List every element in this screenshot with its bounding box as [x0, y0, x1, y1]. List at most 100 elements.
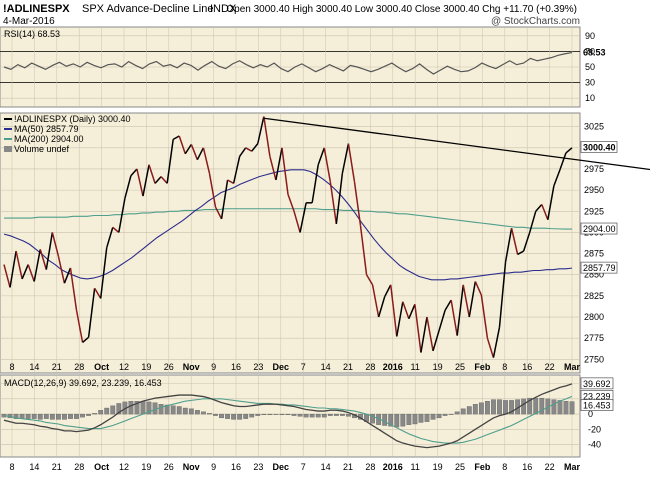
macd-histogram-bar — [146, 401, 152, 415]
macd-histogram-bar — [436, 413, 442, 419]
x-tick-label-bottom: 22 — [545, 462, 555, 472]
price-segment — [178, 135, 186, 154]
macd-histogram-bar — [406, 413, 412, 425]
x-tick-label: 28 — [365, 362, 375, 372]
macd-histogram-bar — [194, 410, 200, 415]
x-tick-label-bottom: 25 — [455, 462, 465, 472]
ma50-line — [3, 169, 573, 281]
price-segment — [365, 274, 374, 286]
macd-histogram-bar — [539, 397, 545, 415]
macd-histogram-bar — [164, 404, 170, 415]
macd-histogram-bar — [527, 397, 533, 415]
price-segment — [269, 156, 277, 181]
macd-histogram-bar — [98, 410, 104, 415]
x-tick-label: 8 — [9, 362, 14, 372]
macd-histogram-bar — [491, 399, 496, 415]
price-segment — [245, 147, 253, 152]
legend-ma50: MA(50) 2857.79 — [14, 124, 79, 134]
macd-histogram-bar — [460, 408, 466, 415]
price-segment — [69, 267, 78, 311]
macd-histogram-bar — [472, 404, 478, 415]
price-segment — [142, 164, 150, 197]
price-segment — [565, 147, 573, 154]
x-tick-label-bottom: 14 — [29, 462, 39, 472]
macd-histogram-bar — [412, 413, 418, 425]
macd-histogram-bar — [454, 411, 460, 415]
rsi-line — [3, 51, 573, 75]
price-segment — [263, 116, 271, 157]
price-segment — [384, 284, 392, 298]
macd-histogram-bar — [128, 400, 134, 415]
macd-histogram-bar — [207, 413, 212, 415]
price-segment — [317, 147, 325, 166]
price-segment — [559, 152, 567, 171]
rsi-tick-label: 30 — [585, 78, 595, 88]
macd-histogram-bar — [170, 405, 176, 415]
macd-histogram-bar — [503, 400, 508, 415]
macd-histogram-bar — [400, 413, 406, 427]
price-tick-label: 2775 — [584, 333, 604, 343]
symbol-name: SPX Advance-Decline Line — [82, 3, 213, 15]
price-tick-label: 2850 — [584, 270, 604, 280]
macd-line — [3, 383, 573, 449]
price-segment — [293, 211, 301, 233]
x-tick-label-bottom: 19 — [433, 462, 443, 472]
price-segment — [408, 304, 416, 319]
price-segment — [528, 211, 537, 233]
x-tick-label: 21 — [343, 362, 353, 372]
price-segment — [353, 181, 362, 226]
x-tick-label-bottom: 8 — [9, 462, 14, 472]
macd-histogram-bar — [297, 413, 303, 417]
price-segment — [287, 194, 295, 212]
x-tick-label: Oct — [94, 362, 109, 372]
price-segment — [172, 135, 180, 141]
macd-histogram-bar — [442, 413, 448, 416]
macd-histogram-bar — [237, 413, 243, 420]
macd-histogram-bar — [116, 403, 122, 415]
price-segment — [184, 144, 192, 155]
macd-histogram-bar — [249, 413, 255, 418]
price-segment — [57, 255, 66, 284]
macd-histogram-bar — [533, 397, 539, 415]
x-tick-label-bottom: 28 — [365, 462, 375, 472]
price-segment — [124, 175, 132, 199]
macd-histogram-bar — [309, 413, 315, 418]
macd-histogram-bar — [388, 413, 394, 427]
price-tick-label: 2875 — [584, 249, 604, 259]
x-tick-label-bottom: 12 — [119, 462, 129, 472]
price-segment — [517, 250, 525, 256]
price-tick-label: 2800 — [584, 312, 604, 322]
macd-histogram-bar — [80, 413, 85, 418]
price-segment — [160, 176, 168, 184]
x-tick-label-bottom: 8 — [502, 462, 507, 472]
x-tick-label-bottom: Feb — [474, 462, 491, 472]
rsi-tick-label: 50 — [585, 62, 595, 72]
x-tick-label: 16 — [231, 362, 241, 372]
macd-histogram-bar — [466, 406, 472, 415]
x-tick-label: 26 — [164, 362, 174, 372]
x-tick-label: 23 — [253, 362, 263, 372]
x-tick-label: 19 — [141, 362, 151, 372]
price-segment — [299, 202, 307, 233]
macd-histogram-bar — [509, 400, 514, 415]
macd-histogram-bar — [497, 399, 502, 415]
price-segment — [112, 226, 120, 234]
price-tick-label: 2825 — [584, 291, 604, 301]
price-segment — [148, 164, 156, 184]
price-segment — [130, 168, 138, 177]
macd-histogram-bar — [201, 411, 206, 415]
legend-ma200: MA(200) 2904.00 — [14, 134, 84, 144]
price-segment — [341, 143, 350, 174]
price-segment — [335, 173, 344, 225]
axis-labels: 103050709068.532750277528002825285028752… — [9, 31, 618, 472]
macd-histogram-bar — [74, 413, 79, 419]
price-last-value: 3000.40 — [583, 142, 616, 152]
price-segment — [232, 156, 241, 184]
macd-histogram-bar — [279, 413, 285, 416]
macd-histogram-bar — [243, 413, 249, 419]
price-segment — [541, 204, 549, 221]
x-tick-label-bottom: 21 — [52, 462, 62, 472]
x-tick-label: Dec — [273, 362, 290, 372]
macd-histogram-bar — [140, 400, 146, 415]
